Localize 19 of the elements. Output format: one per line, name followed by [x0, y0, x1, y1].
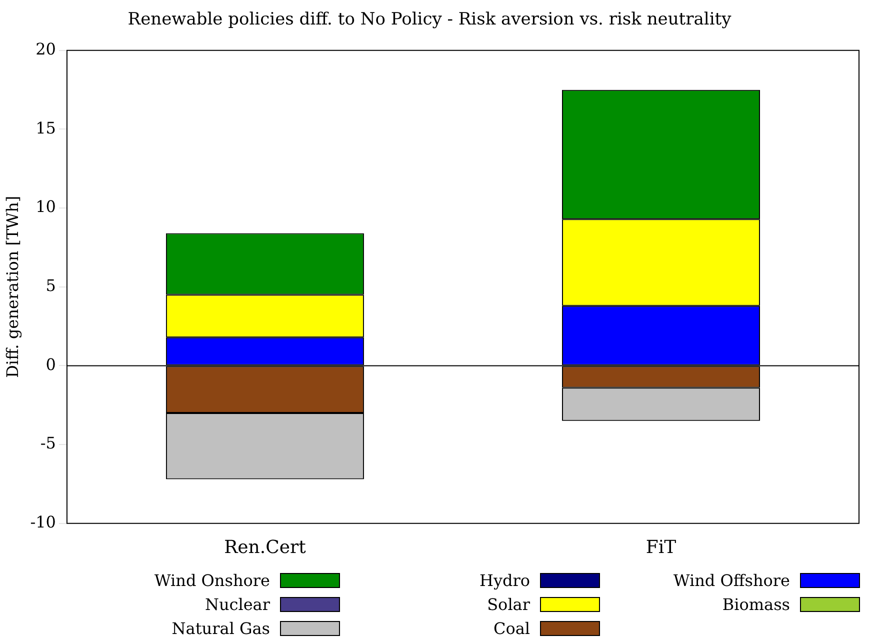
- y-tick-label: 10: [36, 197, 56, 216]
- chart-title: Renewable policies diff. to No Policy - Risk aversion vs. risk neutrality: [128, 10, 732, 30]
- legend-label: Solar: [487, 594, 530, 614]
- y-tick-label: -5: [40, 434, 56, 453]
- x-tick-label: FiT: [646, 536, 676, 558]
- y-tick-label: 20: [36, 40, 56, 59]
- y-axis-title: Diff. generation [TWh]: [2, 196, 22, 378]
- legend-label: Wind Offshore: [673, 570, 790, 590]
- legend-label: Nuclear: [204, 594, 270, 614]
- x-tick-label: Ren.Cert: [224, 536, 307, 558]
- y-tick-label: -10: [30, 512, 56, 532]
- y-tick-label: 0: [46, 354, 56, 374]
- y-tick-label: 5: [46, 276, 56, 296]
- legend-label: Hydro: [479, 570, 530, 590]
- legend-label: Wind Onshore: [154, 570, 270, 590]
- legend-label: Biomass: [722, 594, 790, 614]
- legend-label: Natural Gas: [172, 618, 270, 638]
- y-tick-label: 15: [36, 118, 56, 138]
- legend-label: Coal: [493, 618, 530, 638]
